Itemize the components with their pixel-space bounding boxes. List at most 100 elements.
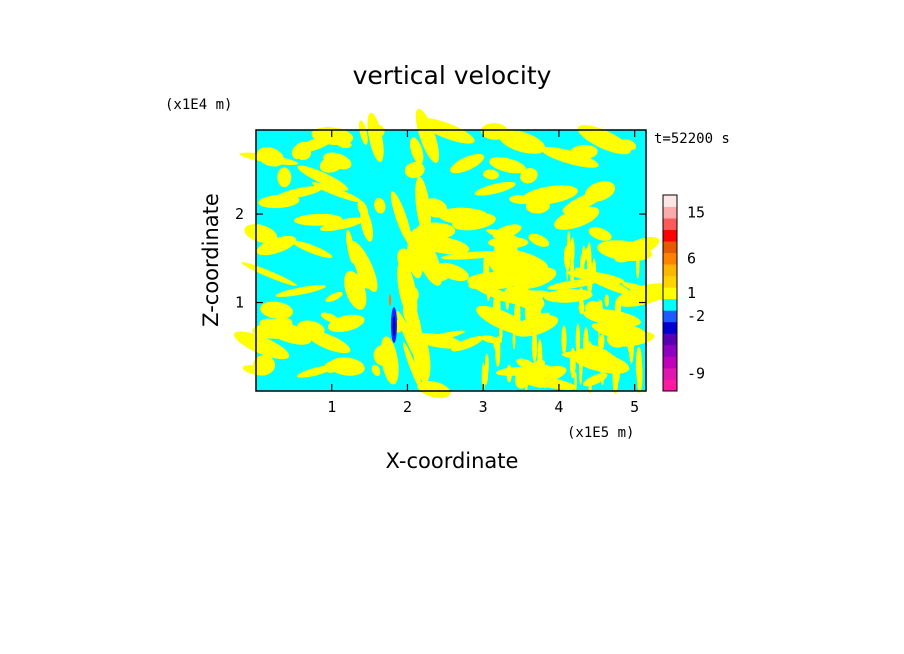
colorbar-swatch (663, 275, 677, 288)
positive-region (601, 333, 605, 349)
positive-region (325, 292, 343, 302)
positive-region (404, 161, 425, 179)
positive-velocity-regions (234, 108, 672, 398)
positive-region (320, 312, 340, 324)
positive-region (356, 256, 373, 289)
colorbar-swatch (663, 229, 677, 242)
colorbar-swatch (663, 367, 677, 380)
positive-region (441, 251, 505, 260)
colorbar-label: 15 (687, 203, 705, 221)
x-tick-label: 1 (327, 398, 336, 416)
colorbar-label: 6 (687, 249, 696, 267)
x-axis-ticks: 1 2 3 4 5 (327, 130, 639, 416)
colorbar-swatch (663, 206, 677, 219)
positive-region (451, 213, 496, 231)
positive-region (257, 147, 285, 167)
positive-region (374, 197, 386, 214)
positive-region (277, 167, 292, 188)
positive-region (415, 108, 440, 163)
positive-region (489, 259, 543, 287)
colorbar-swatch (663, 287, 677, 300)
positive-region (592, 258, 597, 283)
positive-region (292, 240, 333, 258)
positive-region (418, 118, 475, 144)
positive-region (244, 224, 278, 244)
positive-region (492, 294, 499, 325)
y-axis-title: Z-coordinate (199, 193, 223, 327)
colorbar-swatch (663, 310, 677, 323)
positive-region (297, 320, 325, 337)
positive-region (537, 355, 543, 389)
positive-region (597, 299, 601, 338)
y-axis-ticks: 12 (235, 205, 646, 312)
positive-region (512, 329, 516, 350)
positive-region (502, 314, 508, 331)
positive-region (514, 300, 521, 329)
colorbar-swatch (663, 241, 677, 254)
positive-region (563, 246, 569, 268)
colorbar-swatch (663, 356, 677, 369)
positive-region (561, 325, 567, 354)
positive-region (599, 320, 604, 335)
positive-region (260, 301, 294, 320)
positive-region (234, 331, 290, 360)
positive-region (528, 233, 550, 247)
positive-region (627, 322, 633, 354)
positive-region (397, 259, 418, 321)
positive-region (494, 238, 499, 270)
positive-region (451, 336, 484, 352)
positive-region (311, 182, 362, 203)
positive-region (415, 222, 456, 240)
positive-region (562, 190, 606, 214)
x-unit-label: (x1E5 m) (567, 425, 634, 441)
positive-region (507, 264, 510, 303)
positive-region (373, 345, 392, 366)
x-tick-label: 4 (554, 398, 563, 416)
x-tick-label: 3 (479, 398, 488, 416)
positive-region (600, 348, 605, 386)
x-tick-label: 2 (403, 398, 412, 416)
positive-region (614, 297, 622, 318)
positive-region (570, 256, 575, 289)
colorbar-swatch (663, 218, 677, 230)
positive-region (581, 245, 586, 264)
positive-region (604, 294, 610, 307)
positive-region (406, 307, 422, 355)
positive-region (523, 253, 528, 288)
positive-region (524, 373, 528, 392)
colorbar-swatch (663, 333, 677, 346)
positive-region (489, 157, 527, 174)
positive-region (583, 309, 641, 327)
positive-region (620, 236, 660, 257)
positive-region (493, 338, 500, 350)
positive-region (538, 260, 545, 279)
colorbar-label: -2 (687, 307, 705, 325)
time-label: t=52200 s (654, 131, 730, 147)
positive-region (612, 361, 619, 395)
positive-region (588, 227, 612, 241)
positive-region (504, 286, 545, 310)
positive-region (586, 242, 592, 281)
positive-region (587, 341, 593, 365)
positive-region (569, 347, 576, 379)
y-tick-label: 1 (235, 294, 244, 312)
positive-region (397, 248, 415, 273)
positive-region (359, 120, 368, 145)
contour-field (234, 108, 672, 398)
positive-region (390, 191, 412, 244)
positive-region (323, 152, 352, 170)
positive-region (484, 353, 489, 376)
positive-region (569, 144, 598, 160)
positive-region (296, 365, 335, 378)
colorbar-swatch (663, 344, 677, 357)
positive-region (422, 198, 448, 218)
positive-region (574, 372, 577, 391)
positive-region (483, 250, 490, 287)
positive-region (525, 299, 529, 323)
positive-region (579, 287, 584, 311)
positive-region (506, 364, 512, 383)
downdraft-core-inner (392, 316, 396, 336)
positive-region (522, 185, 578, 205)
positive-region (577, 125, 631, 155)
positive-region (599, 299, 603, 313)
